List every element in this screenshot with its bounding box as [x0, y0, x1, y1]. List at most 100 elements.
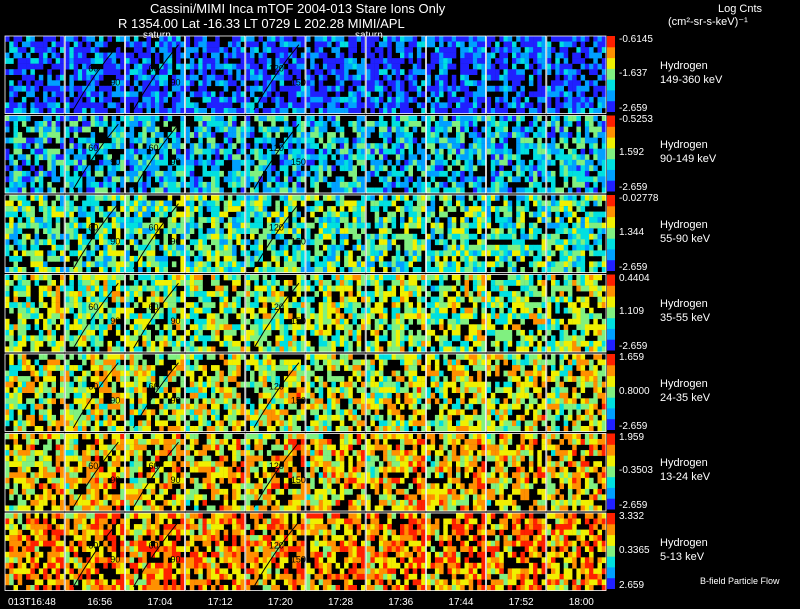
- heatmap-cell: [94, 200, 100, 207]
- heatmap-cell: [370, 244, 375, 251]
- heatmap-cell: [551, 222, 556, 229]
- panel-r1-c9: [546, 115, 607, 194]
- heatmap-cell: [266, 58, 272, 64]
- heatmap-cell: [90, 307, 96, 314]
- heatmap-cell: [524, 47, 530, 53]
- heatmap-cell: [77, 108, 83, 114]
- heatmap-cell: [528, 137, 534, 144]
- heatmap-cell: [77, 329, 83, 336]
- heatmap-cell: [439, 102, 444, 109]
- heatmap-cell: [288, 159, 293, 166]
- heatmap-cell: [352, 244, 357, 251]
- heatmap-cell: [223, 267, 229, 273]
- heatmap-cell: [26, 52, 31, 59]
- heatmap-cell: [327, 36, 332, 42]
- heatmap-cell: [400, 91, 405, 98]
- heatmap-cell: [528, 108, 534, 114]
- heatmap-cell: [250, 195, 255, 201]
- heatmap-cell: [13, 228, 18, 234]
- heatmap-cell: [572, 250, 577, 257]
- heatmap-cell: [99, 261, 104, 268]
- heatmap-cell: [232, 233, 237, 240]
- heatmap-cell: [258, 154, 263, 161]
- heatmap-cell: [60, 335, 65, 342]
- heatmap-cell: [198, 132, 203, 138]
- heatmap-cell: [180, 267, 185, 273]
- heatmap-cell: [443, 58, 448, 64]
- heatmap-cell: [38, 296, 44, 303]
- heatmap-cell: [180, 250, 185, 257]
- heatmap-cell: [250, 47, 255, 53]
- heatmap-cell: [584, 102, 590, 109]
- contour-label: 60: [149, 143, 159, 153]
- heatmap-cell: [490, 244, 496, 251]
- heatmap-cell: [47, 187, 52, 194]
- heatmap-cell: [580, 148, 586, 155]
- heatmap-cell: [211, 324, 216, 331]
- heatmap-cell: [283, 181, 289, 188]
- heatmap-cell: [38, 291, 44, 297]
- heatmap-cell: [171, 137, 177, 144]
- heatmap-cell: [546, 85, 552, 92]
- heatmap-cell: [215, 58, 220, 64]
- heatmap-cell: [339, 165, 345, 172]
- heatmap-cell: [275, 181, 280, 188]
- heatmap-cell: [5, 102, 10, 109]
- heatmap-cell: [43, 195, 48, 201]
- heatmap-cell: [296, 148, 301, 155]
- panel-border: [64, 115, 125, 194]
- heatmap-cell: [211, 318, 216, 325]
- heatmap-cell: [21, 187, 27, 194]
- heatmap-cell: [77, 244, 83, 251]
- heatmap-cell: [94, 58, 100, 64]
- colorbar-segment: [607, 259, 615, 271]
- heatmap-cell: [395, 154, 401, 161]
- heatmap-cell: [60, 346, 65, 353]
- heatmap-cell: [546, 206, 552, 212]
- heatmap-cell: [533, 170, 538, 177]
- heatmap-cell: [34, 85, 40, 92]
- heatmap-cell: [77, 307, 83, 314]
- heatmap-cell: [580, 143, 586, 149]
- heatmap-cell: [318, 69, 324, 75]
- heatmap-cell: [65, 255, 70, 262]
- heatmap-cell: [55, 217, 61, 223]
- heatmap-cell: [99, 228, 104, 234]
- heatmap-cell: [331, 206, 336, 212]
- heatmap-cell: [82, 115, 87, 122]
- heatmap-cell: [82, 200, 87, 207]
- heatmap-cell: [245, 329, 251, 336]
- panel-border: [185, 35, 246, 114]
- heatmap-cell: [194, 126, 199, 133]
- heatmap-cell: [13, 239, 18, 246]
- heatmap-cell: [125, 159, 130, 166]
- heatmap-cell: [86, 85, 91, 92]
- heatmap-cell: [133, 285, 139, 292]
- heatmap-cell: [47, 165, 52, 172]
- heatmap-cell: [171, 132, 177, 138]
- heatmap-cell: [9, 267, 14, 273]
- heatmap-cell: [254, 206, 259, 212]
- heatmap-cell: [533, 261, 538, 268]
- heatmap-cell: [245, 217, 251, 223]
- heatmap-cell: [194, 291, 199, 297]
- heatmap-cell: [374, 47, 380, 53]
- heatmap-cell: [77, 148, 83, 155]
- heatmap-cell: [339, 143, 345, 149]
- colorbar-segment: [607, 89, 615, 102]
- heatmap-cell: [250, 244, 255, 251]
- heatmap-cell: [111, 211, 117, 218]
- heatmap-cell: [528, 228, 534, 234]
- heatmap-cell: [593, 58, 598, 64]
- heatmap-cell: [456, 170, 461, 177]
- heatmap-cell: [5, 154, 10, 161]
- heatmap-cell: [17, 217, 23, 223]
- heatmap-cell: [150, 102, 156, 109]
- heatmap-cell: [378, 250, 384, 257]
- heatmap-cell: [34, 121, 40, 127]
- heatmap-cell: [439, 91, 444, 98]
- heatmap-cell: [314, 63, 319, 70]
- heatmap-cell: [240, 329, 246, 336]
- heatmap-cell: [430, 132, 436, 138]
- heatmap-cell: [43, 52, 48, 59]
